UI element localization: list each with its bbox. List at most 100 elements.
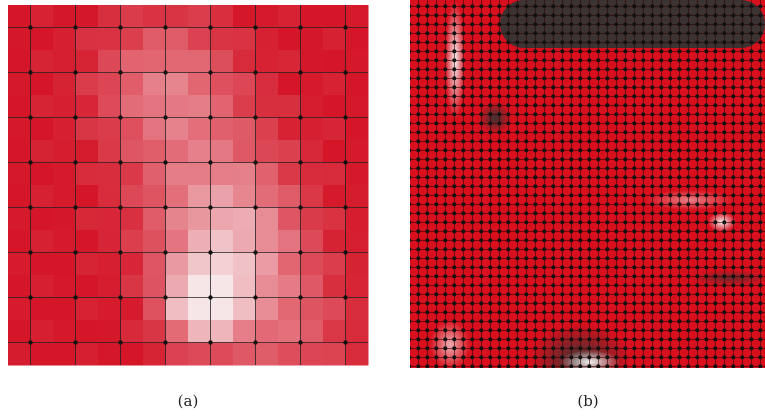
pixel [345,95,369,118]
sample-dot [118,250,123,255]
pixel [323,162,346,186]
pixel [300,72,324,96]
pixel [165,162,189,186]
sample-dot [73,205,78,210]
pixel [165,230,189,253]
pixel [53,162,76,186]
sample-dot [298,205,303,210]
pixel [165,207,189,231]
pixel [30,297,54,321]
pixel [278,207,301,231]
sample-dot [163,250,168,255]
sample-dot [253,25,258,30]
pixel [255,230,279,253]
pixel [188,72,211,96]
pixel [210,95,234,118]
pixel [233,162,256,186]
pixel [53,140,76,163]
pixel [120,320,144,343]
pixel [165,320,189,343]
pixel [300,50,324,73]
pixel [233,207,256,231]
pixel [30,162,54,186]
sample-dot [118,115,123,120]
pixel [188,342,211,366]
pixel [30,342,54,366]
pixel [300,297,324,321]
pixel [143,162,166,186]
pixel [165,27,189,51]
pixel [98,5,121,28]
sample-dot [73,340,78,345]
pixel [323,297,346,321]
pixel [98,27,121,51]
pixel [278,230,301,253]
pixel [210,185,234,208]
pixel [8,50,31,73]
sample-dot [298,70,303,75]
pixel [345,207,369,231]
pixel [98,275,121,298]
pixel [143,72,166,96]
pixel [30,320,54,343]
sample-dot [208,205,213,210]
pixel [98,140,121,163]
pixel [8,207,31,231]
pixel [278,50,301,73]
pixel [300,140,324,163]
pixel [8,140,31,163]
sample-dot [163,115,168,120]
pixel [300,162,324,186]
pixel [30,27,54,51]
pixel [98,230,121,253]
pixel [98,50,121,73]
pixel [143,252,166,276]
pixel [278,162,301,186]
pixel [120,117,144,141]
pixel [120,252,144,276]
pixel [323,95,346,118]
sample-dot [118,70,123,75]
pixel [75,275,99,298]
pixel [30,252,54,276]
sample-dot [343,115,348,120]
pixel [210,207,234,231]
pixel [120,342,144,366]
pixel [98,342,121,366]
pixel [165,275,189,298]
sample-dot [163,295,168,300]
pixel [143,5,166,28]
pixel [98,320,121,343]
pixel [53,95,76,118]
pixel [8,5,31,28]
pixel [165,185,189,208]
pixel [188,117,211,141]
pixel [98,117,121,141]
pixel [345,342,369,366]
pixel [255,5,279,28]
sample-dot [28,115,33,120]
pixel [8,72,31,96]
sample-dot [253,205,258,210]
pixel [75,185,99,208]
pixel [323,252,346,276]
pixel [53,117,76,141]
pixel [345,320,369,343]
pixel [53,207,76,231]
pixel [278,275,301,298]
pixel [210,27,234,51]
sample-dot [28,340,33,345]
pixel [30,140,54,163]
pixel [120,230,144,253]
pixel [233,140,256,163]
sample-dot [73,295,78,300]
pixel [143,50,166,73]
sample-dot [253,160,258,165]
pixel [8,162,31,186]
pixel [98,252,121,276]
pixel [75,320,99,343]
sample-dot [253,115,258,120]
sample-dot [298,25,303,30]
sample-dot [343,70,348,75]
pixel [278,185,301,208]
